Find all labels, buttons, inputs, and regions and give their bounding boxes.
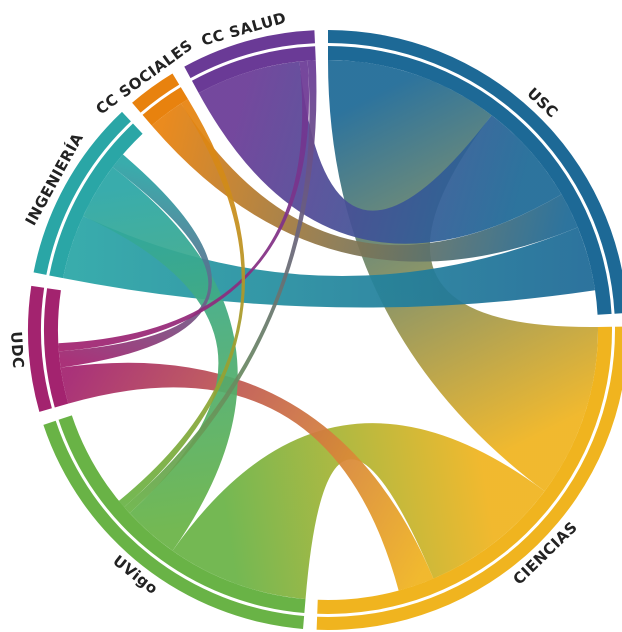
group-inner-arc-uvigo	[58, 415, 306, 614]
group-arc-cc-sociales[interactable]	[132, 73, 180, 113]
group-inner-arc-cc-salud	[191, 46, 316, 94]
group-arc-ingenieria[interactable]	[33, 111, 131, 275]
group-inner-arc-udc	[44, 288, 69, 408]
group-inner-arc-cc-sociales	[142, 87, 189, 126]
group-arc-cc-salud[interactable]	[184, 30, 315, 79]
group-label-udc: UDC	[7, 331, 27, 369]
ribbon-uvigo-to-ciencias[interactable]	[172, 423, 545, 600]
group-inner-arc-usc	[328, 46, 612, 315]
group-arc-udc[interactable]	[28, 285, 52, 412]
ribbon-usc-to-ciencias[interactable]	[328, 60, 598, 492]
ribbon-ingenieria-to-uvigo[interactable]	[83, 167, 238, 551]
ribbon-udc-to-ciencias[interactable]	[60, 362, 434, 591]
ribbons-layer	[58, 60, 598, 600]
arcs-layer	[28, 30, 622, 630]
ribbon-cc-sociales-to-usc[interactable]	[151, 103, 578, 262]
ribbon-ingenieria-to-udc[interactable]	[58, 154, 212, 368]
ribbon-cc-salud-to-usc[interactable]	[198, 61, 562, 244]
group-inner-arc-ingenieria	[49, 123, 143, 279]
